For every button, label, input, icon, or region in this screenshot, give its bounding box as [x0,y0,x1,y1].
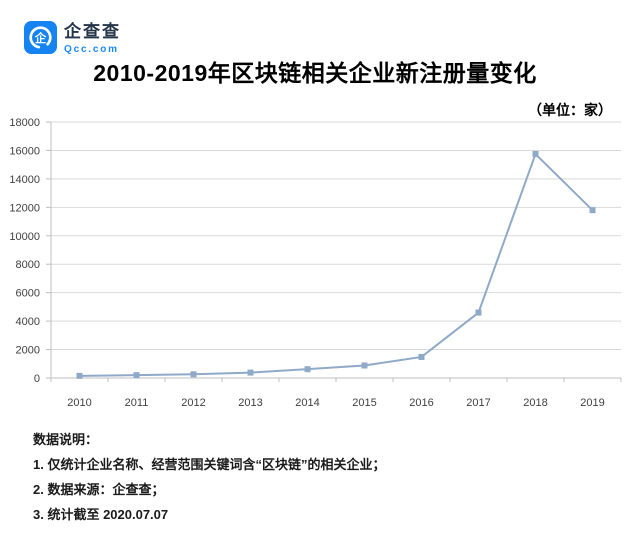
note-item: 3. 统计截至 2020.07.07 [33,507,169,522]
unit-label: （单位：家） [528,102,612,118]
data-notes: 数据说明： 1. 仅统计企业名称、经营范围关键词含“区块链”的相关企业； 2. … [33,427,385,527]
note-item: 2. 数据来源：企查查； [33,482,165,497]
data-point-2011 [133,372,140,379]
x-tick-label: 2013 [238,397,262,409]
data-point-2014 [304,366,311,373]
y-tick-label: 18000 [9,117,40,129]
y-axis-labels: 0 2000 4000 6000 8000 10000 12000 14000 16000 180… [9,117,40,385]
x-ticks [50,378,622,382]
y-tick-label: 2000 [16,345,40,357]
logo-domain: Qcc.com [64,44,119,55]
y-tick-label: 8000 [16,259,40,271]
notes-heading: 数据说明： [33,432,99,447]
x-tick-label: 2014 [295,397,319,409]
note-item: 1. 仅统计企业名称、经营范围关键词含“区块链”的相关企业； [33,457,386,472]
data-point-2013 [247,369,254,376]
logo-name: 企查查 [64,22,121,41]
x-tick-label: 2010 [67,397,91,409]
x-tick-label: 2018 [523,397,547,409]
data-point-2018 [532,151,539,157]
data-line [79,152,594,377]
page-title: 2010-2019年区块链相关企业新注册量变化 [93,60,537,86]
y-tick-label: 0 [34,373,40,385]
data-point-2016 [418,353,425,360]
y-tick-label: 6000 [16,288,40,300]
x-tick-label: 2019 [580,397,604,409]
y-tick-label: 10000 [9,231,40,243]
x-tick-label: 2017 [466,397,490,409]
data-point-2019 [589,207,596,214]
x-tick-label: 2011 [125,397,149,409]
data-point-2010 [76,372,83,379]
data-point-2017 [475,309,482,316]
data-point-2012 [190,371,197,378]
x-axis-labels: 2010 2011 2012 2013 2014 2015 2016 2017 2018 2019 [67,397,604,409]
data-points [76,151,596,379]
y-tick-label: 4000 [16,316,40,328]
qcc-logo-icon: 企 [24,21,57,54]
logo-text: 企查查 Qcc.com [64,21,121,55]
logo-glyph: 企 [34,31,47,45]
y-tick-label: 14000 [9,174,40,186]
x-tick-label: 2015 [352,397,376,409]
line-chart: 0 2000 4000 6000 8000 10000 12000 14000 16000 180… [9,117,622,409]
y-tick-label: 12000 [9,202,40,214]
data-point-2015 [361,362,368,369]
gridlines [46,121,621,379]
x-tick-label: 2016 [409,397,433,409]
y-tick-label: 16000 [9,145,40,157]
x-tick-label: 2012 [181,397,205,409]
qcc-logo: 企 企查查 Qcc.com [24,21,121,55]
